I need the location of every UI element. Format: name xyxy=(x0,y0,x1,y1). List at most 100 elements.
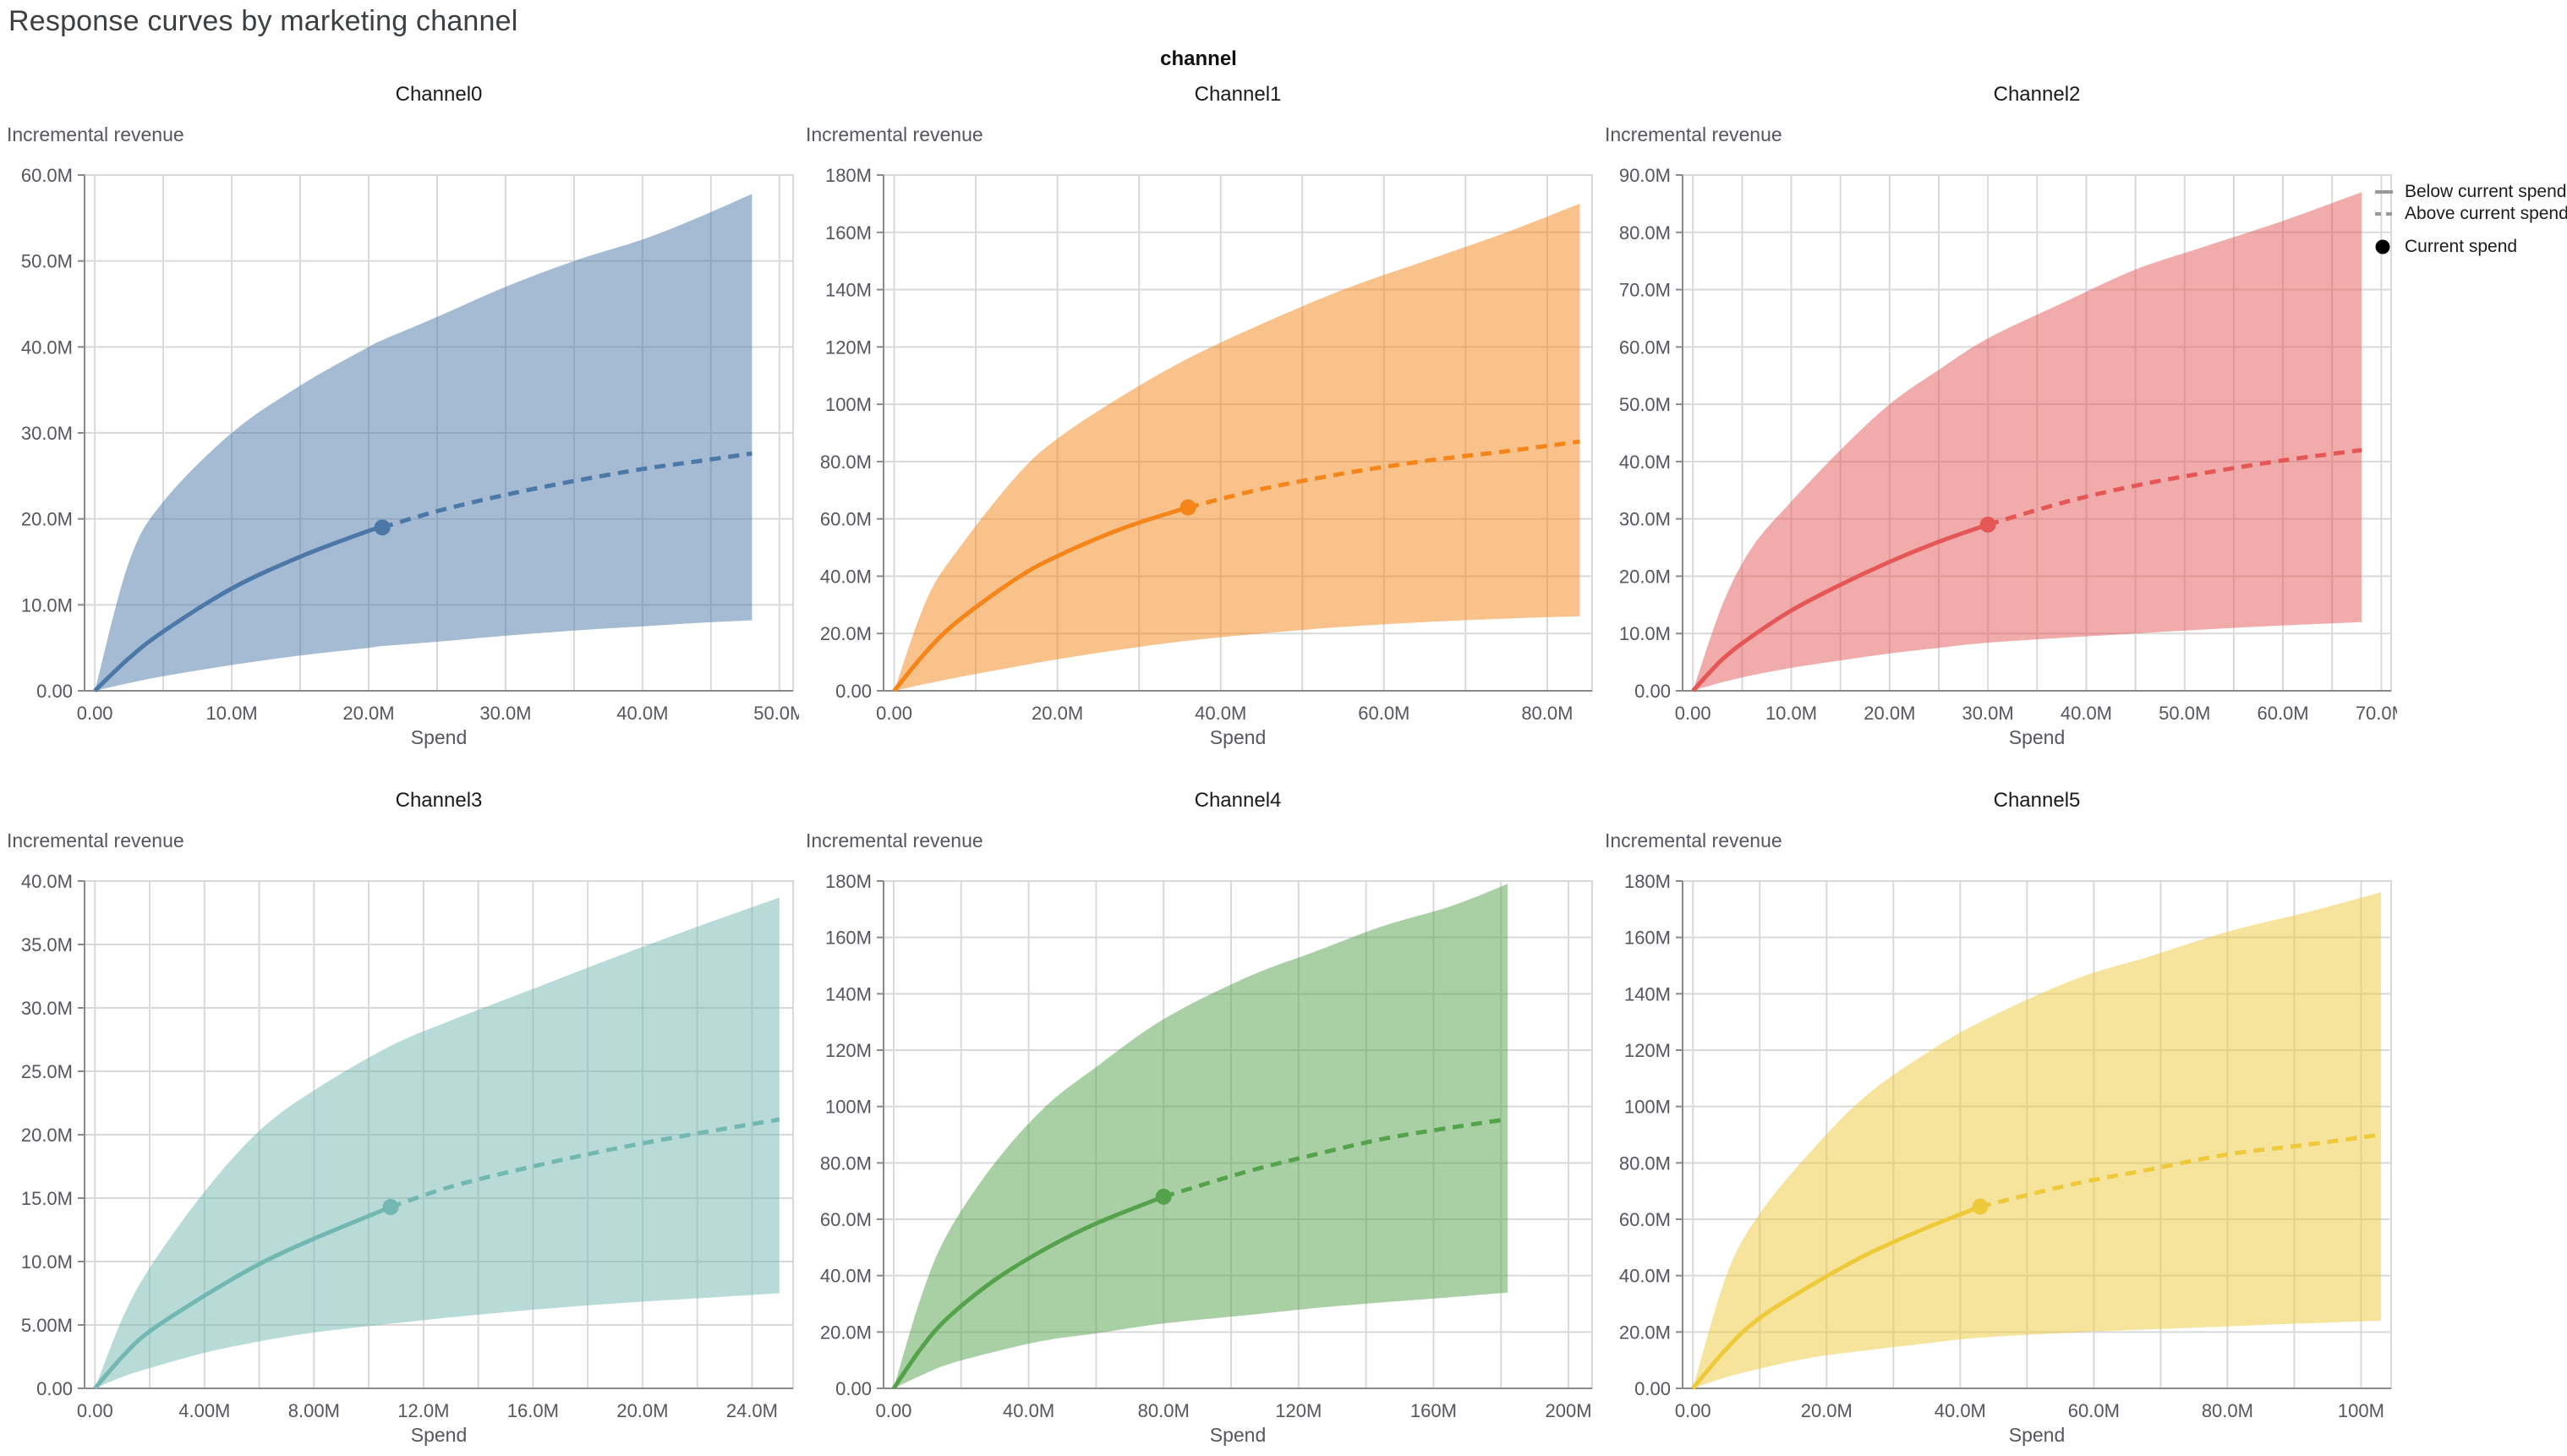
svg-text:40.0M: 40.0M xyxy=(2061,703,2112,724)
svg-text:0.00: 0.00 xyxy=(1675,1400,1711,1421)
x-tick-labels: 0.00 10.0M 20.0M 30.0M 40.0M 50.0M 60.0M 70.0M xyxy=(1675,703,2397,724)
svg-text:8.00M: 8.00M xyxy=(288,1400,340,1421)
chart-channel1: 0.00 20.0M 40.0M 60.0M 80.0M 100M 120M 140M 160M… xyxy=(806,83,1593,748)
svg-text:0.00: 0.00 xyxy=(77,1400,113,1421)
subplot-channel4: 0.00 20.0M 40.0M 60.0M 80.0M 100M 120M 140M 160M… xyxy=(799,786,1598,1454)
svg-text:0.00: 0.00 xyxy=(876,1400,912,1421)
svg-text:10.0M: 10.0M xyxy=(205,703,257,724)
svg-text:20.0M: 20.0M xyxy=(1619,1322,1671,1343)
x-axis-title: Spend xyxy=(2009,726,2066,748)
y-tick-labels: 0.00 5.00M 10.0M 15.0M 20.0M 25.0M 30.0M 35.0M 4… xyxy=(21,871,73,1399)
svg-text:40.0M: 40.0M xyxy=(21,871,73,892)
svg-text:180M: 180M xyxy=(825,165,872,186)
response-curve-below-current-spend xyxy=(892,505,1189,692)
x-tick-labels: 0.00 4.00M 8.00M 12.0M 16.0M 20.0M 24.0M xyxy=(77,1400,778,1421)
current-spend-dot xyxy=(1155,1188,1172,1205)
x-tick-labels: 0.00 40.0M 80.0M 120M 160M 200M xyxy=(876,1400,1592,1421)
subplot-title: Channel4 xyxy=(1195,789,1282,812)
chart-channel2: 0.00 10.0M 20.0M 30.0M 40.0M 50.0M 60.0M 70.0M 8… xyxy=(1605,83,2397,748)
response-curve-below-current-spend xyxy=(93,525,383,692)
response-curve-below-current-spend xyxy=(891,1194,1165,1390)
svg-text:40.0M: 40.0M xyxy=(1935,1400,1986,1421)
svg-text:0.00: 0.00 xyxy=(36,681,73,702)
subplot-title: Channel2 xyxy=(1994,83,2081,106)
svg-text:40.0M: 40.0M xyxy=(616,703,668,724)
svg-text:80.0M: 80.0M xyxy=(2202,1400,2253,1421)
page-title: Response curves by marketing channel xyxy=(8,5,518,37)
response-curve-below-current-spend xyxy=(1691,523,1989,692)
svg-text:0.00: 0.00 xyxy=(876,703,912,724)
dot-icon xyxy=(2374,238,2395,255)
svg-text:30.0M: 30.0M xyxy=(21,423,73,444)
legend-label: Current spend xyxy=(2405,237,2518,256)
svg-text:80.0M: 80.0M xyxy=(1619,1152,1671,1174)
svg-text:40.0M: 40.0M xyxy=(1195,703,1246,724)
svg-text:80.0M: 80.0M xyxy=(820,1152,872,1174)
confidence-band xyxy=(1693,192,2362,692)
svg-text:140M: 140M xyxy=(1624,983,1671,1004)
svg-text:160M: 160M xyxy=(1410,1400,1457,1421)
svg-text:90.0M: 90.0M xyxy=(1619,165,1671,186)
svg-text:20.0M: 20.0M xyxy=(21,1125,73,1146)
svg-text:60.0M: 60.0M xyxy=(21,165,73,186)
svg-text:0.00: 0.00 xyxy=(1634,1378,1671,1399)
x-tick-labels: 0.00 10.0M 20.0M 30.0M 40.0M 50.0M xyxy=(77,703,799,724)
response-curve-above-current-spend xyxy=(1987,447,2362,527)
axes xyxy=(78,174,793,692)
chart-channel3: 0.00 5.00M 10.0M 15.0M 20.0M 25.0M 30.0M 35.0M 4… xyxy=(7,789,794,1446)
svg-text:10.0M: 10.0M xyxy=(1619,623,1671,644)
subplot-title: Channel3 xyxy=(396,789,483,812)
y-axis-title: Incremental revenue xyxy=(7,123,184,145)
facet-header-channel: channel xyxy=(1160,47,1237,70)
response-curve-above-current-spend xyxy=(390,1117,780,1209)
subplot-channel2: 0.00 10.0M 20.0M 30.0M 40.0M 50.0M 60.0M 70.0M 8… xyxy=(1598,80,2397,769)
svg-text:20.0M: 20.0M xyxy=(820,1322,872,1343)
svg-text:35.0M: 35.0M xyxy=(21,934,73,955)
svg-text:30.0M: 30.0M xyxy=(479,703,531,724)
y-axis-title: Incremental revenue xyxy=(806,829,983,851)
charts-grid: 0.00 10.0M 20.0M 30.0M 40.0M 50.0M 60.0M 0.00 10… xyxy=(0,80,2397,1454)
svg-text:70.0M: 70.0M xyxy=(2356,703,2397,724)
y-axis-title: Incremental revenue xyxy=(1605,829,1782,851)
svg-text:30.0M: 30.0M xyxy=(21,998,73,1019)
svg-text:60.0M: 60.0M xyxy=(820,1209,872,1230)
svg-text:80.0M: 80.0M xyxy=(820,452,872,473)
x-axis-title: Spend xyxy=(1210,1424,1267,1446)
svg-text:200M: 200M xyxy=(1546,1400,1592,1421)
svg-text:12.0M: 12.0M xyxy=(397,1400,449,1421)
svg-text:40.0M: 40.0M xyxy=(1619,1266,1671,1287)
svg-text:60.0M: 60.0M xyxy=(2257,703,2308,724)
legend-item-below-current-spend: Below current spend xyxy=(2374,181,2566,203)
current-spend-dot xyxy=(382,1199,399,1215)
svg-text:16.0M: 16.0M xyxy=(507,1400,559,1421)
axes xyxy=(877,880,1592,1389)
y-axis-title: Incremental revenue xyxy=(1605,123,1782,145)
axes xyxy=(877,174,1592,692)
svg-text:40.0M: 40.0M xyxy=(1003,1400,1054,1421)
response-curve-below-current-spend xyxy=(93,1205,391,1390)
svg-text:100M: 100M xyxy=(825,394,872,415)
x-axis-title: Spend xyxy=(2009,1424,2066,1446)
svg-text:0.00: 0.00 xyxy=(1634,681,1671,702)
svg-text:180M: 180M xyxy=(825,871,872,892)
legend-item-current-spend: Current spend xyxy=(2374,235,2565,259)
legend: Below current spend Above current spend … xyxy=(2374,181,2567,259)
svg-text:80.0M: 80.0M xyxy=(1619,222,1671,244)
subplot-channel0: 0.00 10.0M 20.0M 30.0M 40.0M 50.0M 60.0M 0.00 10… xyxy=(0,80,799,769)
subplot-channel5: 0.00 20.0M 40.0M 60.0M 80.0M 100M 120M 140M 160M… xyxy=(1598,786,2397,1454)
svg-text:5.00M: 5.00M xyxy=(21,1315,73,1336)
axes xyxy=(1676,880,2391,1389)
svg-text:70.0M: 70.0M xyxy=(1619,280,1671,301)
svg-text:40.0M: 40.0M xyxy=(1619,452,1671,473)
svg-text:120M: 120M xyxy=(1624,1040,1671,1061)
svg-text:0.00: 0.00 xyxy=(1675,703,1711,724)
subplot-channel1: 0.00 20.0M 40.0M 60.0M 80.0M 100M 120M 140M 160M… xyxy=(799,80,1598,769)
y-axis-title: Incremental revenue xyxy=(7,829,184,851)
svg-text:10.0M: 10.0M xyxy=(21,594,73,616)
current-spend-dot xyxy=(1180,499,1196,516)
svg-text:20.0M: 20.0M xyxy=(820,623,872,644)
svg-text:20.0M: 20.0M xyxy=(342,703,394,724)
svg-text:30.0M: 30.0M xyxy=(1619,509,1671,530)
svg-text:180M: 180M xyxy=(1624,871,1671,892)
response-curve-above-current-spend xyxy=(381,451,753,530)
